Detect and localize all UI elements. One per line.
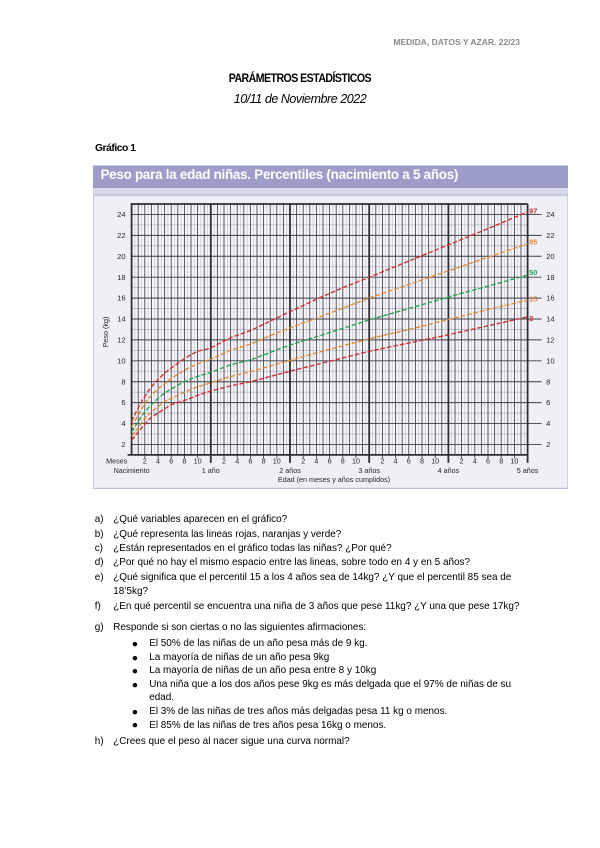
svg-text:3: 3	[529, 314, 533, 323]
svg-text:20: 20	[546, 251, 554, 260]
svg-text:2: 2	[546, 440, 550, 449]
svg-text:16: 16	[117, 293, 125, 302]
svg-text:2: 2	[143, 456, 147, 465]
svg-text:10: 10	[273, 456, 281, 465]
svg-text:6: 6	[328, 456, 332, 465]
svg-text:8: 8	[121, 377, 125, 386]
svg-text:50: 50	[529, 268, 537, 277]
svg-text:8: 8	[499, 456, 503, 465]
svg-text:8: 8	[341, 456, 345, 465]
svg-text:4: 4	[314, 456, 318, 465]
svg-text:12: 12	[117, 335, 125, 344]
svg-text:10: 10	[546, 356, 554, 365]
svg-text:6: 6	[121, 398, 125, 407]
svg-text:18: 18	[546, 272, 554, 281]
svg-text:5 años: 5 años	[517, 466, 539, 475]
svg-text:12: 12	[546, 335, 554, 344]
svg-text:2 años: 2 años	[279, 466, 301, 475]
svg-text:4: 4	[473, 456, 477, 465]
svg-text:20: 20	[117, 251, 125, 260]
svg-text:6: 6	[248, 456, 252, 465]
svg-text:24: 24	[546, 210, 554, 219]
svg-text:16: 16	[546, 293, 554, 302]
svg-text:Peso (kg): Peso (kg)	[101, 316, 110, 347]
svg-text:6: 6	[546, 398, 550, 407]
svg-text:10: 10	[431, 456, 439, 465]
svg-text:8: 8	[262, 456, 266, 465]
svg-text:8: 8	[182, 456, 186, 465]
svg-text:Peso para la edad niñas. Perce: Peso para la edad niñas. Percentiles (na…	[101, 167, 459, 182]
svg-text:Edad (en meses y años cumplido: Edad (en meses y años cumplidos)	[278, 475, 390, 484]
svg-text:4: 4	[156, 456, 160, 465]
svg-text:4: 4	[235, 456, 239, 465]
svg-text:22: 22	[546, 231, 554, 240]
svg-text:14: 14	[117, 314, 125, 323]
svg-text:6: 6	[486, 456, 490, 465]
svg-text:Meses: Meses	[106, 456, 128, 465]
svg-text:4 años: 4 años	[438, 466, 460, 475]
svg-text:2: 2	[380, 456, 384, 465]
svg-text:2: 2	[222, 456, 226, 465]
svg-text:10: 10	[117, 356, 125, 365]
svg-text:85: 85	[529, 237, 537, 246]
svg-text:24: 24	[117, 210, 125, 219]
svg-text:6: 6	[169, 456, 173, 465]
svg-text:10: 10	[352, 456, 360, 465]
svg-text:1 año: 1 año	[202, 466, 220, 475]
svg-text:10: 10	[194, 456, 202, 465]
svg-text:18: 18	[117, 272, 125, 281]
svg-text:3 años: 3 años	[358, 466, 380, 475]
svg-text:15: 15	[529, 294, 537, 303]
svg-text:8: 8	[420, 456, 424, 465]
svg-text:97: 97	[529, 206, 537, 215]
svg-text:2: 2	[301, 456, 305, 465]
svg-text:14: 14	[546, 314, 554, 323]
svg-text:10: 10	[510, 456, 518, 465]
svg-text:2: 2	[460, 456, 464, 465]
svg-text:4: 4	[394, 456, 398, 465]
svg-text:Nacimiento: Nacimiento	[114, 466, 150, 475]
svg-text:8: 8	[546, 377, 550, 386]
svg-text:22: 22	[117, 231, 125, 240]
svg-text:4: 4	[546, 419, 550, 428]
svg-text:2: 2	[121, 440, 125, 449]
svg-text:4: 4	[121, 419, 125, 428]
svg-text:6: 6	[407, 456, 411, 465]
